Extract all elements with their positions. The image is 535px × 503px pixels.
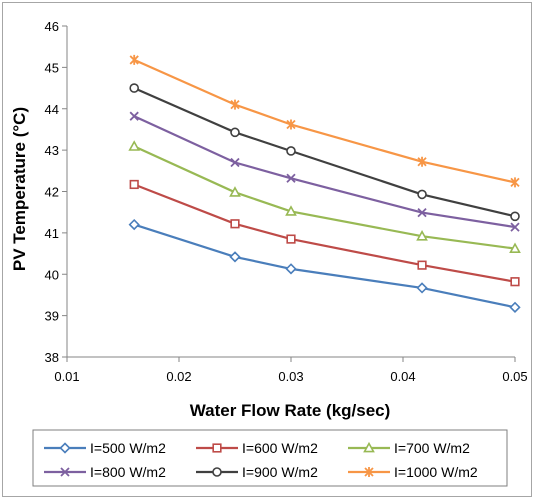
data-point — [417, 260, 427, 270]
legend-marker — [60, 467, 70, 477]
data-point — [286, 146, 296, 156]
legend-label: I=700 W/m2 — [394, 440, 470, 456]
data-point — [509, 242, 521, 253]
y-tick-labels: 38 39 40 41 42 43 44 45 46 — [45, 19, 59, 365]
data-point — [129, 179, 139, 190]
data-point — [230, 157, 240, 168]
data-point — [286, 234, 296, 244]
series-1 — [128, 218, 521, 313]
series-2 — [129, 179, 520, 287]
series-line — [133, 58, 516, 184]
x-tick-label: 0.04 — [390, 369, 415, 384]
chart-frame: 38 39 40 41 42 43 44 45 46 0.01 0.02 0.03 0.04 0.05 … — [2, 2, 532, 497]
legend-entry: I=800 W/m2 — [44, 464, 166, 480]
data-point — [128, 218, 140, 231]
legend-label: I=900 W/m2 — [242, 464, 318, 480]
data-point — [510, 177, 520, 188]
data-point — [510, 222, 520, 232]
y-tick-label: 41 — [45, 226, 59, 241]
data-point — [417, 189, 427, 200]
data-point — [229, 251, 241, 263]
x-tick-labels: 0.01 0.02 0.03 0.04 0.05 — [54, 369, 527, 384]
legend-box — [32, 429, 508, 487]
data-point — [129, 54, 139, 65]
series-line — [133, 183, 516, 283]
x-tick-label: 0.05 — [502, 369, 527, 384]
data-point — [416, 282, 428, 294]
x-tick-label: 0.03 — [278, 369, 303, 384]
y-tick-label: 42 — [45, 185, 59, 200]
data-point — [229, 186, 241, 197]
data-point — [230, 219, 240, 229]
data-point — [286, 119, 296, 130]
data-point — [129, 83, 139, 93]
legend-label: I=800 W/m2 — [90, 464, 166, 480]
series-line — [133, 87, 516, 218]
legend-label: I=600 W/m2 — [242, 440, 318, 456]
data-point — [230, 99, 240, 110]
legend-marker — [212, 467, 222, 477]
data-point — [510, 211, 520, 222]
legend-entry: I=500 W/m2 — [44, 440, 166, 456]
x-axis-title: Water Flow Rate (kg/sec) — [190, 401, 391, 420]
data-point — [416, 230, 428, 241]
axes — [62, 25, 516, 362]
data-point — [509, 301, 521, 313]
y-tick-label: 39 — [45, 309, 59, 324]
data-point — [417, 207, 427, 218]
legend-entry: I=700 W/m2 — [348, 440, 470, 456]
y-tick-label: 43 — [45, 143, 59, 158]
legend-entry: I=1000 W/m2 — [348, 464, 478, 480]
legend-marker — [212, 443, 222, 453]
series-layer — [128, 54, 521, 313]
series-line — [133, 223, 516, 309]
data-point — [128, 140, 141, 151]
x-tick-label: 0.02 — [166, 369, 191, 384]
y-tick-label: 40 — [45, 267, 59, 282]
y-tick-label: 44 — [45, 102, 59, 117]
data-point — [230, 127, 240, 138]
legend-label: I=500 W/m2 — [90, 440, 166, 456]
x-tick-label: 0.01 — [54, 369, 79, 384]
legend-entry: I=600 W/m2 — [196, 440, 318, 456]
legend-marker — [59, 442, 71, 454]
data-point — [417, 156, 427, 167]
legend-marker — [363, 441, 375, 453]
legend-entry: I=900 W/m2 — [196, 464, 318, 480]
legend: I=500 W/m2 I=600 W/m2 I=700 W/m2 I=800 W/m2… — [32, 429, 508, 487]
data-point — [129, 111, 139, 121]
y-tick-label: 38 — [45, 350, 59, 365]
y-tick-label: 45 — [45, 60, 59, 75]
series-4 — [129, 111, 520, 232]
series-3 — [128, 140, 521, 253]
data-point — [285, 205, 297, 216]
data-point — [285, 263, 297, 275]
legend-label: I=1000 W/m2 — [394, 464, 478, 480]
series-5 — [129, 83, 520, 222]
data-point — [510, 277, 520, 287]
y-axis-title: PV Temperature (°C) — [10, 107, 29, 271]
legend-marker — [364, 467, 374, 477]
series-6 — [129, 54, 520, 188]
y-tick-label: 46 — [45, 19, 59, 34]
data-point — [286, 173, 296, 183]
